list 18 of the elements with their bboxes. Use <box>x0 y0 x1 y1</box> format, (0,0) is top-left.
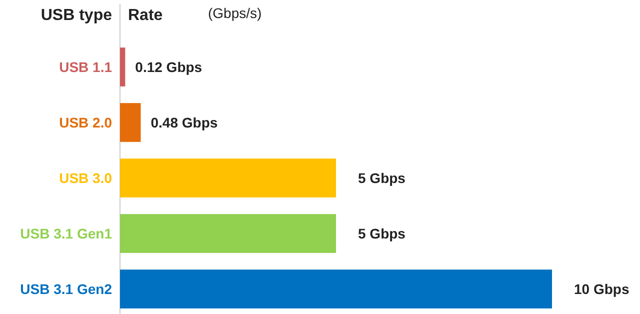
bar <box>120 214 336 253</box>
y-tick-label: USB 2.0 <box>59 114 112 130</box>
bar <box>120 158 336 198</box>
y-tick-label: USB 3.1 Gen1 <box>20 225 112 242</box>
data-label: 5 Gbps <box>358 225 406 242</box>
bar <box>120 270 552 308</box>
y-tick-label: USB 1.1 <box>59 58 112 75</box>
y-axis-title: USB type <box>40 7 112 24</box>
data-label: 10 Gbps <box>574 280 630 297</box>
y-tick-label: USB 3.0 <box>59 170 112 186</box>
data-label: 5 Gbps <box>358 170 406 186</box>
y-tick-label: USB 3.1 Gen2 <box>20 280 112 297</box>
x-axis-title: Rate <box>128 7 163 24</box>
bar <box>120 103 141 142</box>
annotation: (Gbps/s) <box>208 5 262 21</box>
data-label: 0.12 Gbps <box>135 58 202 75</box>
bar <box>120 48 126 86</box>
data-label: 0.48 Gbps <box>150 114 218 130</box>
